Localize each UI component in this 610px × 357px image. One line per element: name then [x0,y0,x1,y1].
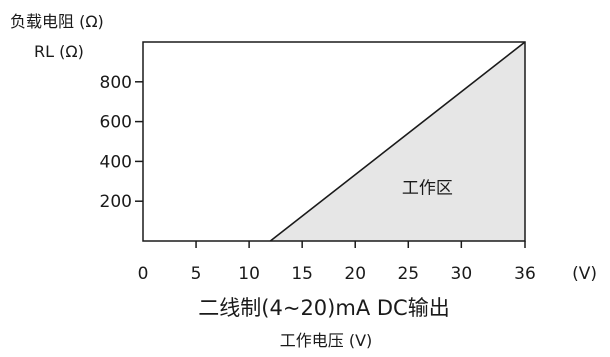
x-tick-label: 20 [344,264,366,284]
y-tick-label: 400 [100,152,132,172]
y-tick-label: 600 [100,113,132,133]
x-tick-label: 30 [451,264,473,284]
y-axis-title-line2: RL (Ω) [34,42,84,61]
x-tick-label: 25 [397,264,419,284]
y-axis-title-line1: 负载电阻 (Ω) [10,12,104,31]
y-tick-label: 800 [100,73,132,93]
y-tick-label: 200 [100,192,132,212]
x-axis-unit: (V) [572,264,597,284]
x-tick-label: 10 [238,264,260,284]
plot-area: 200 400 600 800 0 5 10 15 20 25 30 36 工作区 [100,41,536,284]
x-tick-label: 5 [191,264,202,284]
x-axis-title-main: 二线制(4~20)mA DC输出 [198,296,449,320]
plot-frame [142,41,526,242]
x-tick-label: 0 [138,264,149,284]
x-tick-label: 36 [514,264,536,284]
x-axis-title-sub: 工作电压 (V) [280,331,373,350]
working-region-label: 工作区 [402,178,453,198]
load-line [269,41,526,242]
x-tick-label: 15 [291,264,313,284]
